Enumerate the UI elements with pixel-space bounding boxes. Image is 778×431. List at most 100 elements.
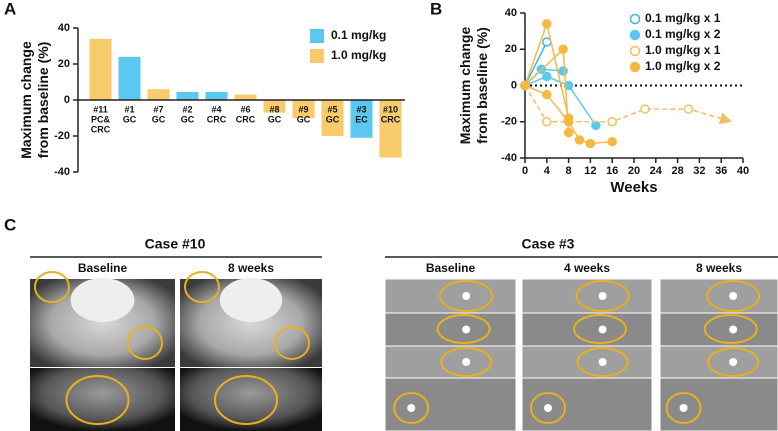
lesion (462, 325, 471, 334)
x-tick-label: 36 (715, 165, 727, 177)
category-label: #1 (124, 104, 134, 114)
patient-line (524, 75, 597, 126)
lesion-circle (707, 347, 760, 377)
category-label: EC (355, 114, 368, 124)
lesion-circle (703, 314, 758, 344)
x-tick-label: 0 (522, 165, 528, 177)
lesion-circle (573, 314, 627, 344)
x-tick-label: 24 (650, 165, 663, 177)
data-point (542, 89, 552, 100)
category-label: #6 (240, 104, 250, 114)
category-label: GC (297, 114, 311, 124)
x-tick-label: 16 (606, 165, 618, 177)
category-label: #3 (356, 104, 366, 114)
category-label: GC (152, 114, 166, 124)
legend-swatch (310, 49, 324, 63)
category-label: CRC (236, 114, 256, 124)
legend-label: 0.1 mg/kg x 2 (645, 27, 721, 41)
data-point (542, 117, 552, 127)
data-point (683, 104, 694, 114)
bar (118, 56, 141, 100)
legend-label: 0.1 mg/kg x 1 (645, 11, 721, 25)
data-point (563, 117, 574, 127)
lesion-circle (575, 280, 630, 312)
case-title: Case #10 (145, 236, 206, 252)
bar (263, 100, 286, 113)
panel-label: C (4, 215, 16, 234)
lesion (729, 358, 738, 366)
y-tick-label: -40 (501, 152, 517, 164)
category-label: #8 (269, 104, 279, 114)
data-point (574, 135, 585, 145)
category-label: CRC (207, 114, 227, 124)
category-label: #4 (211, 104, 221, 114)
category-label: CRC (381, 114, 401, 124)
timepoint-label: Baseline (78, 261, 128, 275)
lesion-circle (665, 392, 702, 424)
bar (379, 100, 402, 158)
category-label: GC (326, 114, 340, 124)
lesion-circle (393, 392, 430, 424)
panel-label: A (4, 0, 16, 18)
timepoint-label: 8 weeks (696, 261, 742, 275)
bar (176, 91, 199, 100)
ct-abdomen (30, 368, 175, 431)
category-label: GC (123, 114, 137, 124)
x-tick-label: 8 (566, 165, 572, 177)
data-point (542, 71, 552, 82)
x-tick-label: 28 (671, 165, 683, 177)
y-tick-label: 40 (505, 7, 517, 19)
y-tick-label: -20 (54, 130, 70, 142)
data-point (563, 80, 574, 91)
heart (70, 278, 135, 322)
legend-label: 0.1 mg/kg (331, 28, 386, 42)
legend-marker (629, 29, 641, 41)
data-point (558, 66, 568, 76)
category-label: #7 (153, 104, 163, 114)
bar (147, 89, 170, 100)
data-point (585, 138, 596, 149)
x-tick-label: 32 (693, 165, 705, 177)
lesion-circle (706, 280, 761, 312)
lesion-circle (436, 314, 491, 344)
ct-slice (521, 377, 653, 431)
data-point (640, 104, 650, 114)
bar (205, 91, 228, 100)
y-axis-label: Maximum change from baseline (%) (457, 27, 490, 145)
legend-label: 1.0 mg/kg x 1 (645, 43, 721, 57)
arrow-head (718, 112, 733, 125)
lesion (462, 358, 471, 366)
x-axis-label: Weeks (610, 179, 657, 196)
category-label: #11 (93, 104, 108, 114)
lesion (598, 358, 607, 366)
y-tick-label: 20 (58, 58, 70, 70)
category-label: #5 (327, 104, 337, 114)
data-point (520, 80, 530, 91)
data-point (542, 19, 552, 29)
lesion-circle (530, 392, 566, 424)
y-axis-label-line: Maximum change (18, 41, 34, 159)
y-axis-label-line: Maximum change (457, 27, 473, 145)
y-tick-label: 40 (58, 22, 70, 34)
lesion-circle (274, 326, 310, 360)
lesion-circle (184, 271, 220, 303)
data-point (591, 120, 601, 131)
ct-abdomen (180, 368, 322, 431)
legend-label: 1.0 mg/kg x 2 (645, 59, 721, 73)
lesion-circle (65, 375, 130, 425)
legend-swatch (310, 29, 324, 43)
y-tick-label: 0 (64, 94, 70, 106)
bar (234, 94, 257, 100)
x-tick-label: 12 (584, 165, 596, 177)
lesion-circle (214, 375, 278, 425)
lesion (598, 325, 607, 334)
y-tick-label: -40 (54, 166, 70, 178)
bar (350, 100, 373, 138)
category-label: #9 (298, 104, 308, 114)
bar (292, 100, 315, 118)
x-tick-label: 4 (544, 165, 551, 177)
y-tick-label: 20 (505, 43, 517, 55)
y-axis-label: Maximum change from baseline (%) (18, 41, 51, 159)
lesion (544, 404, 552, 412)
